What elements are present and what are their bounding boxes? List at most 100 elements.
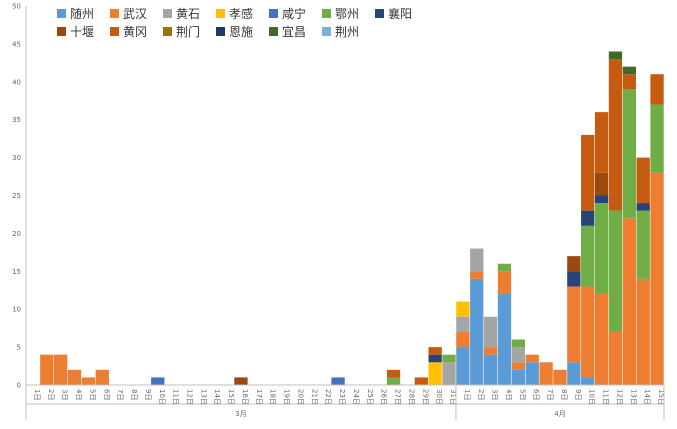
x-tick-label: 31日 [449, 389, 457, 405]
x-tick-label: 3日 [61, 389, 69, 400]
bar-segment: 咸宁 23日: 1 [331, 377, 345, 385]
legend-label: 武汉 [123, 7, 147, 21]
x-tick-label: 11日 [172, 389, 180, 405]
x-tick-label: 14日 [213, 389, 221, 405]
bar-segment: 黄冈 12日: 20 [608, 59, 623, 211]
legend-item: 黄冈 [110, 25, 147, 39]
bar-segment: 孝感 30日: 3 [428, 362, 442, 385]
bar-segment: 咸宁 10日: 1 [151, 377, 165, 385]
x-tick-label: 15日 [227, 389, 235, 405]
x-tick-label: 19日 [283, 389, 291, 405]
bar-segment: 黄冈 30日: 1 [428, 347, 442, 355]
bar-segment: 随州 5日: 2 [511, 369, 526, 385]
x-tick-label: 30日 [435, 389, 443, 405]
bar-segment: 武汉 3日: 4 [54, 354, 68, 385]
bar-segment: 武汉 1日: 2 [456, 331, 470, 348]
bar-segment: 武汉 3日: 1 [483, 347, 498, 355]
legend-item: 黄石 [163, 7, 200, 21]
bar-segment: 鄂州 15日: 9 [650, 104, 664, 173]
legend-swatch [163, 27, 172, 36]
x-tick-label: 6日 [532, 389, 540, 400]
month-label: 3月 [235, 410, 246, 418]
bar-segment: 随州 6日: 3 [525, 362, 539, 385]
bar-segment: 襄阳 30日: 1 [428, 354, 442, 363]
legend-swatch [110, 27, 119, 36]
legend-label: 随州 [70, 6, 94, 21]
legend-swatch [57, 9, 66, 18]
legend-label: 荆门 [176, 24, 200, 39]
x-tick-label: 16日 [241, 389, 249, 405]
x-tick-label: 24日 [352, 389, 360, 405]
bar-segment: 鄂州 12日: 16 [608, 210, 623, 332]
legend-item: 宜昌 [269, 24, 306, 39]
bar-segment: 武汉 4日: 3 [497, 271, 512, 295]
x-tick-label: 12日 [615, 389, 623, 405]
bar-segment: 十堰 16日: 1 [234, 377, 248, 385]
x-tick-label: 14日 [643, 389, 651, 405]
y-tick-label: 45 [12, 40, 21, 48]
legend-item: 鄂州 [322, 7, 359, 21]
x-tick-label: 25日 [366, 389, 374, 405]
y-tick-label: 40 [12, 78, 21, 86]
x-tick-label: 2日 [47, 389, 55, 400]
bar-segment: 武汉 12日: 7 [608, 331, 623, 385]
bars: 武汉 2日: 4武汉 3日: 4武汉 4日: 2武汉 5日: 1武汉 6日: 2… [40, 51, 664, 385]
y-tick-label: 0 [17, 382, 21, 390]
y-tick-label: 20 [12, 230, 21, 238]
bar-segment: 武汉 2日: 1 [470, 271, 484, 279]
legend-label: 黄冈 [123, 25, 147, 39]
bar-segment: 随州 10日: 1 [581, 377, 595, 385]
x-tick-label: 5日 [518, 389, 526, 400]
x-tick-label: 11日 [602, 389, 610, 405]
bar-segment: 黄冈 27日: 1 [386, 369, 401, 378]
x-tick-label: 20日 [296, 389, 304, 405]
x-tick-label: 4日 [505, 389, 513, 400]
bar-segment: 黄冈 11日: 8 [594, 112, 609, 173]
bar-segment: 鄂州 5日: 1 [511, 339, 526, 348]
bar-segment: 黄冈 14日: 6 [636, 157, 650, 204]
bar-segment: 武汉 4日: 2 [67, 369, 82, 385]
bar-segment: 十堰 11日: 3 [594, 172, 609, 196]
legend-swatch [110, 9, 119, 18]
bar-segment: 襄阳 10日: 2 [581, 210, 595, 226]
y-tick-label: 35 [12, 116, 21, 124]
bar-segment: 襄阳 9日: 2 [567, 271, 581, 287]
legend-label: 恩施 [229, 25, 253, 39]
bar-segment: 黄石 3日: 4 [483, 316, 498, 348]
x-tick-label: 8日 [560, 389, 568, 400]
x-tick-label: 7日 [546, 389, 554, 400]
x-tick-label: 17日 [255, 389, 263, 405]
x-tick-label: 6日 [102, 389, 110, 400]
bar-segment: 黄冈 10日: 10 [581, 134, 595, 211]
x-tick-label: 22日 [324, 389, 332, 405]
bar-segment: 武汉 2日: 4 [40, 354, 54, 385]
legend-swatch [216, 27, 225, 36]
bar-segment: 襄阳 11日: 1 [594, 195, 609, 204]
bar-segment: 随州 3日: 4 [483, 354, 498, 385]
y-tick-label: 15 [12, 268, 21, 276]
legend-item: 荆门 [163, 24, 200, 39]
x-tick-label: 5日 [88, 389, 96, 400]
x-tick-label: 8日 [130, 389, 138, 400]
x-tick-label: 3日 [491, 389, 499, 400]
legend-label: 咸宁 [282, 6, 306, 21]
legend-swatch [269, 27, 278, 36]
x-axis: 1日 2日 3日 4日 5日 6日 7日 8日 9日 10日 11日 12日 13日 14日 15日 16日 1… [25, 384, 665, 420]
bar-segment: 十堰 9日: 2 [567, 256, 581, 272]
legend-label: 黄石 [176, 7, 200, 21]
bar-segment: 武汉 14日: 14 [636, 278, 650, 385]
bar-segment: 随州 4日: 12 [497, 294, 512, 385]
bar-segment: 鄂州 31日: 1 [442, 354, 456, 363]
legend-item: 孝感 [216, 6, 253, 21]
bar-segment: 随州 9日: 3 [567, 362, 581, 385]
y-tick-label: 25 [12, 192, 21, 200]
month-label: 4月 [554, 410, 565, 418]
legend-swatch [375, 9, 384, 18]
legend-label: 孝感 [229, 6, 253, 21]
legend-label: 荆州 [335, 25, 359, 39]
bar-segment: 黄冈 15日: 4 [650, 74, 664, 105]
bar-segment: 鄂州 11日: 12 [594, 203, 609, 295]
bar-segment: 黄石 5日: 2 [511, 347, 526, 363]
bar-segment: 黄石 2日: 3 [470, 248, 484, 272]
